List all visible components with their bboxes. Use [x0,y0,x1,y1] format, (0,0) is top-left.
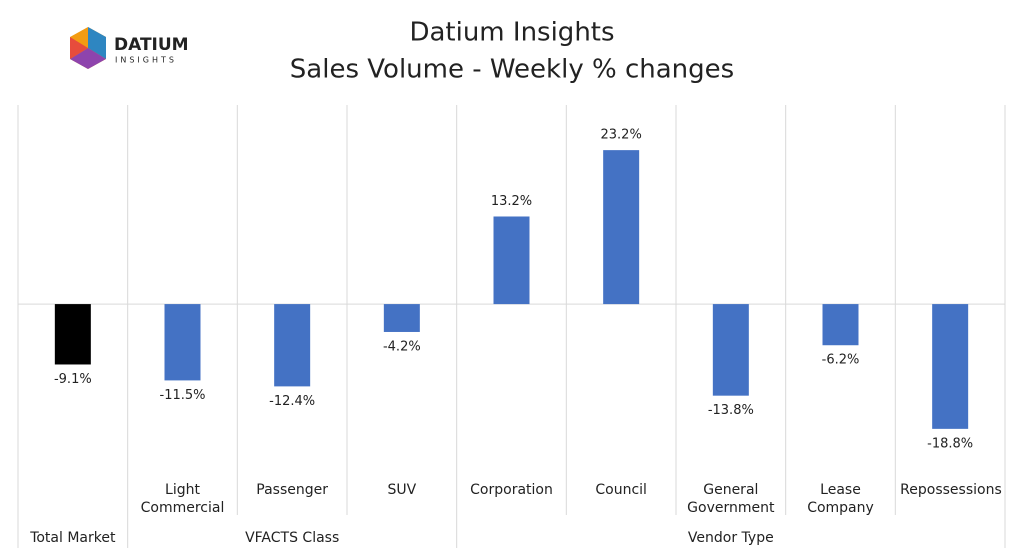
value-label: -18.8% [927,436,973,451]
bar [603,150,640,305]
logo-mark [70,48,106,69]
x-tick-label: Lease Company [807,482,874,516]
x-tick-label: Council [595,482,647,498]
value-label: -6.2% [822,353,860,368]
bar [54,304,91,365]
chart-subtitle: Sales Volume - Weekly % changes [290,55,734,85]
value-label: 23.2% [601,128,642,143]
value-label: -9.1% [54,372,92,387]
logo: DATIUM INSIGHTS [70,27,189,69]
bar [822,304,859,346]
x-tick-label: Repossessions [900,482,1002,498]
logo-mark [70,37,88,59]
bar [712,304,749,396]
chart-title: Datium Insights [409,18,614,48]
logo-mark [88,27,106,59]
value-label: -11.5% [160,388,206,403]
value-label: -13.8% [708,403,754,418]
group-label: VFACTS Class [245,530,339,546]
group-label: Vendor Type [688,530,774,546]
bar [383,304,420,332]
logo-name: DATIUM [114,35,189,55]
logo-tagline: INSIGHTS [115,56,177,65]
x-tick-label: Corporation [470,482,553,498]
bar [164,304,201,381]
bar [274,304,311,387]
value-label: -4.2% [383,339,421,354]
x-tick-label: SUV [387,482,417,498]
bar [493,216,530,305]
x-tick-label: Passenger [256,482,329,498]
x-tick-label: Light Commercial [140,482,225,516]
x-tick-label: General Government [687,482,775,516]
bar [932,304,969,429]
value-label: -12.4% [269,394,315,409]
value-label: 13.2% [491,194,532,209]
group-label: Total Market [29,530,116,546]
